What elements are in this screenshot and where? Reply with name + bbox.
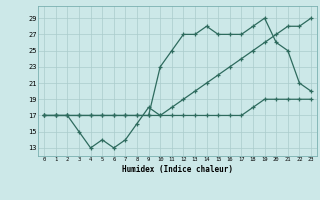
X-axis label: Humidex (Indice chaleur): Humidex (Indice chaleur): [122, 165, 233, 174]
